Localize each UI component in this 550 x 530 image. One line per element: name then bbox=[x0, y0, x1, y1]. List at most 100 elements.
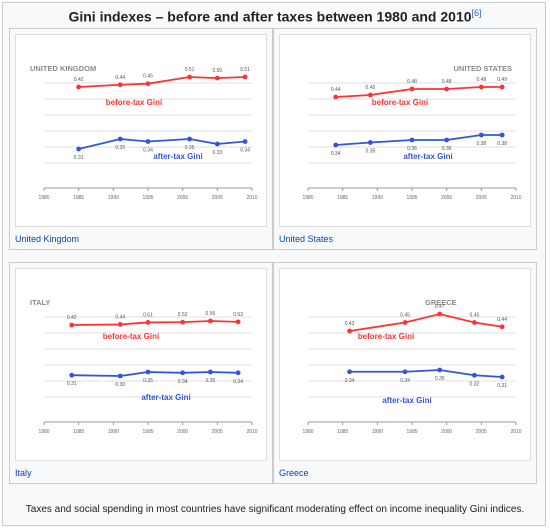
data-point bbox=[145, 320, 151, 325]
reference-link[interactable]: [6] bbox=[471, 8, 482, 18]
data-point bbox=[117, 373, 123, 379]
data-label: 0.35 bbox=[435, 376, 445, 382]
series-line bbox=[71, 371, 239, 377]
x-tick-label: 1980 bbox=[302, 195, 313, 201]
chart-title: GREECE bbox=[425, 298, 457, 307]
data-point bbox=[180, 370, 186, 376]
data-point bbox=[235, 319, 241, 325]
x-tick-label: 1985 bbox=[337, 429, 348, 435]
data-point bbox=[478, 132, 484, 138]
data-label: 0.30 bbox=[115, 382, 125, 388]
series-label: after-tax Gini bbox=[141, 393, 190, 402]
data-point bbox=[402, 369, 408, 375]
data-label: 0.42 bbox=[74, 77, 84, 83]
x-tick-label: 1995 bbox=[142, 429, 153, 435]
data-point bbox=[76, 84, 82, 90]
data-point bbox=[437, 311, 443, 317]
data-point bbox=[437, 367, 443, 373]
data-point bbox=[409, 86, 415, 92]
data-label: 0.51 bbox=[143, 312, 153, 318]
series-line bbox=[71, 320, 239, 326]
chart-greece: 1980 1985 1990 1995 2000 2005 2010 GREECE 0.43 0.… bbox=[302, 298, 521, 435]
data-label: 0.48 bbox=[407, 79, 417, 85]
data-label: 0.34 bbox=[331, 151, 341, 157]
data-point bbox=[368, 140, 373, 145]
data-point bbox=[444, 137, 450, 143]
series-line bbox=[349, 369, 503, 378]
series-line bbox=[335, 134, 503, 146]
data-point bbox=[187, 136, 193, 142]
data-label: 0.43 bbox=[345, 321, 355, 327]
data-point bbox=[242, 139, 248, 144]
data-label: 0.50 bbox=[212, 68, 222, 74]
data-label: 0.45 bbox=[143, 74, 153, 80]
data-label: 0.31 bbox=[497, 383, 507, 389]
data-point bbox=[117, 322, 123, 327]
figure-caption: Taxes and social spending in most countr… bbox=[25, 504, 525, 515]
data-label: 0.31 bbox=[67, 381, 77, 387]
x-tick-label: 1980 bbox=[38, 429, 49, 435]
data-label: 0.48 bbox=[442, 79, 452, 85]
figure-title: Gini indexes – before and after taxes be… bbox=[0, 8, 550, 25]
caption-united-states[interactable]: United States bbox=[279, 234, 334, 244]
chart-title: UNITED STATES bbox=[454, 64, 512, 73]
data-label: 0.51 bbox=[240, 67, 250, 73]
data-point bbox=[333, 142, 339, 148]
caption-italy[interactable]: Italy bbox=[15, 468, 32, 478]
data-point bbox=[347, 328, 352, 334]
series-label: before-tax Gini bbox=[103, 332, 159, 341]
x-tick-label: 2000 bbox=[177, 195, 188, 201]
x-tick-label: 2010 bbox=[246, 429, 257, 435]
x-tick-label: 2005 bbox=[476, 429, 487, 435]
data-point bbox=[368, 92, 373, 98]
data-point bbox=[145, 81, 151, 87]
chart-title: UNITED KINGDOM bbox=[30, 64, 96, 73]
series-label: after-tax Gini bbox=[382, 396, 431, 405]
panel-greece: 1980 1985 1990 1995 2000 2005 2010 GREECE 0.43 0.… bbox=[273, 262, 537, 484]
series-line bbox=[78, 76, 246, 88]
chart-italy: 1980 1985 1990 1995 2000 2005 2010 ITALY 0.42 0.4… bbox=[30, 298, 258, 435]
series-line bbox=[335, 86, 503, 98]
x-tick-label: 2000 bbox=[441, 429, 452, 435]
x-tick-label: 1985 bbox=[73, 195, 84, 201]
caption-greece[interactable]: Greece bbox=[279, 468, 309, 478]
data-label: 0.38 bbox=[476, 141, 486, 147]
data-label: 0.56 bbox=[206, 311, 216, 317]
series-label: after-tax Gini bbox=[403, 152, 452, 161]
data-label: 0.34 bbox=[400, 378, 410, 384]
data-point bbox=[499, 374, 505, 380]
x-tick-label: 1995 bbox=[142, 195, 153, 201]
x-tick-label: 1990 bbox=[108, 195, 119, 201]
chart-title: ITALY bbox=[30, 298, 50, 307]
series-label: after-tax Gini bbox=[153, 152, 202, 161]
x-tick-label: 2010 bbox=[510, 195, 521, 201]
caption-united-kingdom[interactable]: United Kingdom bbox=[15, 234, 80, 244]
series-line bbox=[78, 138, 246, 150]
data-label: 0.32 bbox=[470, 381, 480, 387]
x-tick-label: 2000 bbox=[177, 429, 188, 435]
data-point bbox=[208, 369, 213, 375]
data-point bbox=[145, 139, 151, 144]
x-tick-label: 2005 bbox=[212, 429, 223, 435]
x-tick-label: 2005 bbox=[476, 195, 487, 201]
data-label: 0.35 bbox=[115, 145, 125, 151]
data-label: 0.45 bbox=[366, 85, 376, 91]
data-point bbox=[347, 369, 352, 375]
data-label: 0.45 bbox=[470, 313, 480, 319]
chart-united-states: 1980 1985 1990 1995 2000 2005 2010 UNITED STATE… bbox=[302, 64, 521, 201]
data-label: 0.42 bbox=[67, 315, 77, 321]
data-label: 0.48 bbox=[476, 77, 486, 83]
data-point bbox=[214, 141, 220, 147]
data-label: 0.52 bbox=[178, 312, 188, 318]
data-label: 0.35 bbox=[206, 378, 216, 384]
x-tick-label: 1990 bbox=[108, 429, 119, 435]
series-label: before-tax Gini bbox=[358, 332, 414, 341]
data-point bbox=[242, 74, 248, 80]
chart-container-united-kingdom: 1980 1985 1990 1995 2000 2005 2010 UNITED KINGD… bbox=[15, 34, 267, 227]
data-point bbox=[235, 370, 241, 376]
data-point bbox=[472, 372, 477, 378]
data-label: 0.45 bbox=[400, 313, 410, 319]
data-point bbox=[444, 86, 450, 92]
data-point bbox=[333, 94, 339, 100]
chart-united-kingdom: 1980 1985 1990 1995 2000 2005 2010 UNITED KINGD… bbox=[30, 64, 258, 201]
